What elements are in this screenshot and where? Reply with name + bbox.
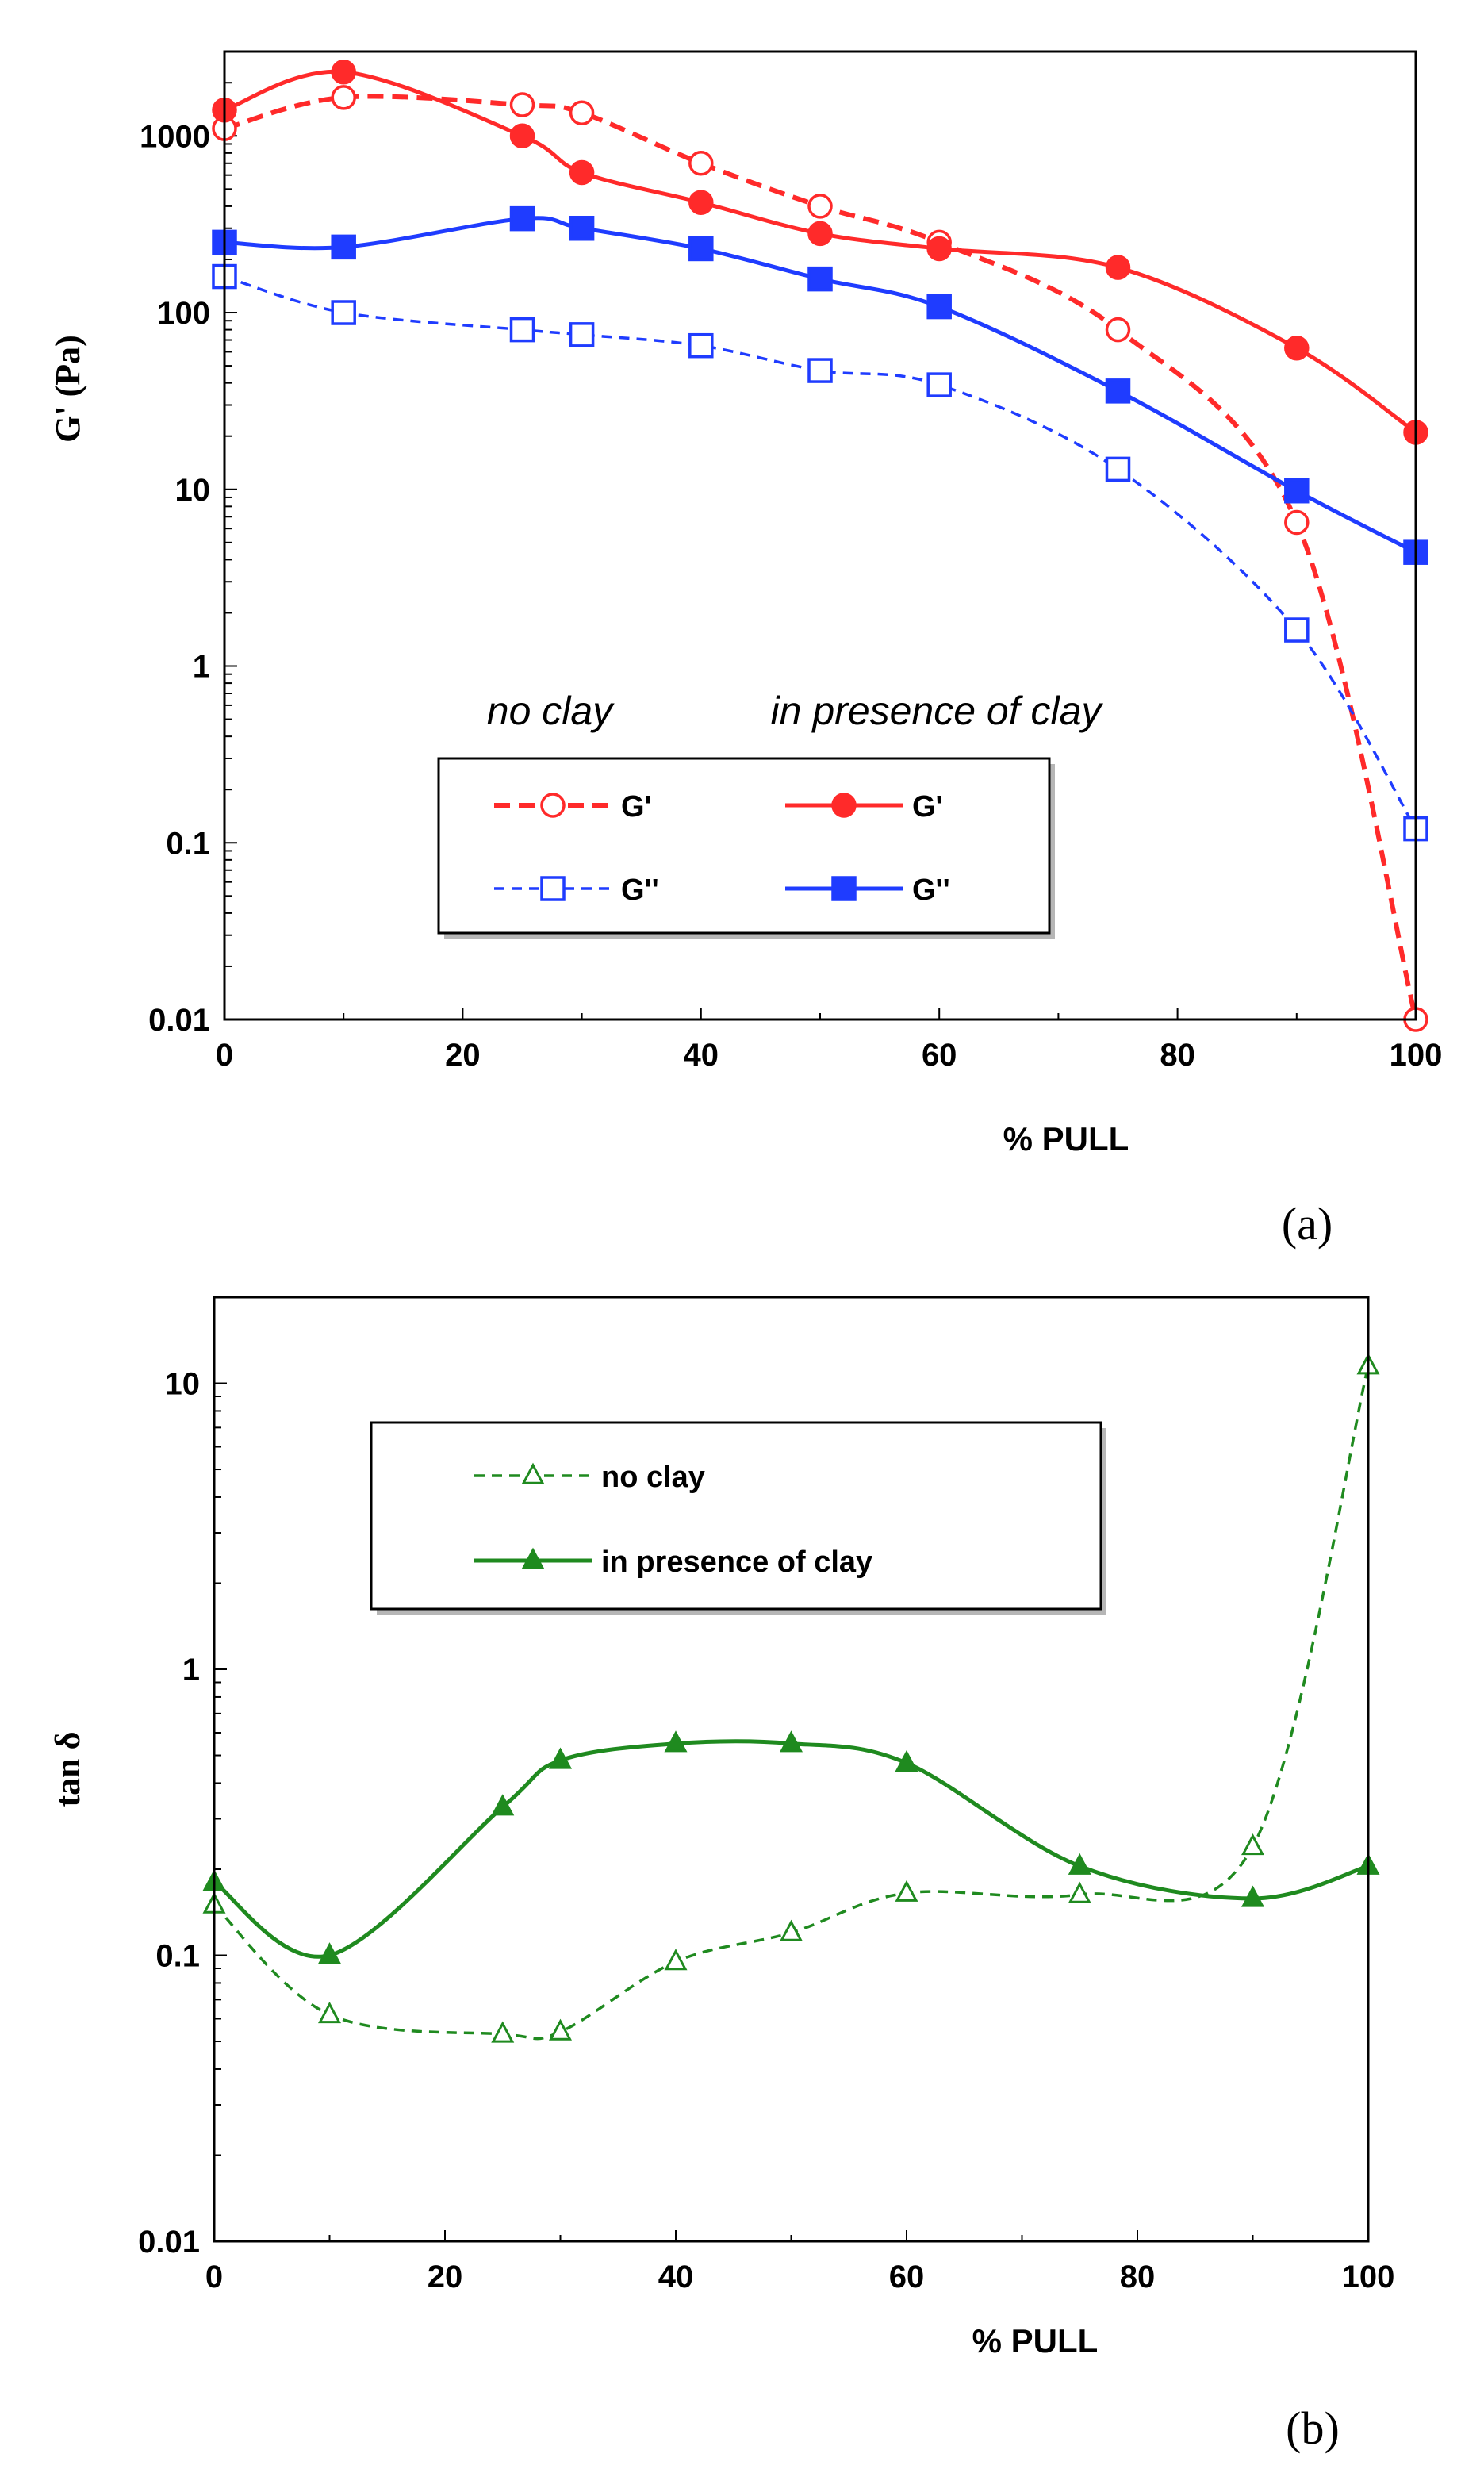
x-tick-label: 60 [922,1038,957,1073]
y-tick-label: 10 [175,473,211,508]
data-point [688,332,714,359]
data-point [548,1747,573,1769]
data-point [664,1949,688,1971]
y-tick-label: 10 [165,1367,201,1402]
data-point [688,236,714,262]
legend-marker [521,1547,545,1569]
data-point [895,1880,918,1902]
y-tick-label: 100 [157,296,210,331]
series-line [224,69,1417,435]
data-point [548,2018,573,2041]
data-point [509,205,535,232]
data-point [1284,509,1310,536]
x-tick-label: 0 [216,1038,233,1073]
data-point [1284,335,1310,361]
data-point [491,1794,515,1816]
x-tick-label: 80 [1120,2260,1156,2294]
data-point [331,85,356,110]
legend-box [370,1421,1102,1611]
chart-panel-a: 0 20 40 60 80 100 0.01 0.1 1 10 100 1000 % PULL G' (P… [48,50,1443,1250]
data-point [1241,1885,1265,1907]
data-point [807,194,833,219]
data-point [664,1730,688,1753]
legend-marker [521,1462,545,1484]
legend-marker [540,876,566,901]
data-point [926,372,952,397]
series-line [213,1739,1369,1959]
data-point [331,300,356,325]
y-axis-title: G' (Pa) [48,335,87,443]
data-point [807,266,833,292]
legend-box [437,757,1051,935]
data-point [317,2001,342,2024]
legend-label: G'' [621,874,659,907]
data-point [1241,1833,1265,1856]
y-tick-label: 0.01 [148,1003,210,1038]
data-point [569,100,595,125]
data-point [926,236,952,262]
panel-label: (b) [1286,2402,1340,2454]
legend-label: in presence of clay [601,1546,872,1579]
y-tick-label: 1000 [140,119,210,154]
chart-panel-b: 0 20 40 60 80 100 0.01 0.1 1 10 % PULL tan δ (b) no c… [48,1296,1395,2454]
data-point [1105,317,1131,343]
legend-marker [540,793,566,818]
x-tick-label: 100 [1342,2260,1395,2294]
data-point [1068,1853,1091,1875]
y-tick-label: 1 [193,650,210,685]
data-point [491,2021,515,2043]
x-tick-label: 0 [205,2260,223,2294]
x-axis-title: % PULL [972,2322,1099,2360]
legend-marker [831,876,857,901]
legend-header-clay: in presence of clay [771,689,1104,733]
x-tick-label: 40 [684,1038,719,1073]
y-axis-title: tan δ [48,1732,87,1807]
x-tick-label: 20 [428,2260,463,2294]
x-tick-label: 80 [1160,1038,1195,1073]
data-point [779,1919,803,1941]
y-tick-label: 0.1 [155,1939,200,1974]
legend-label: G'' [912,874,950,907]
data-point [688,190,714,215]
x-tick-label: 60 [889,2260,925,2294]
legend-header-no-clay: no clay [487,689,615,733]
data-point [926,294,952,320]
data-point [569,215,595,241]
x-tick-label: 40 [658,2260,694,2294]
data-point [1284,478,1310,504]
legend-label: no clay [601,1461,705,1494]
data-point [807,221,833,247]
data-point [509,92,535,117]
y-tick-label: 0.1 [166,826,210,861]
data-point [895,1749,918,1772]
legend-label: G' [621,790,652,824]
data-point [509,317,535,343]
panel-label: (a) [1282,1198,1333,1250]
data-point [1068,1881,1091,1903]
data-point [1284,617,1310,643]
data-point [779,1730,803,1753]
data-point [331,234,356,260]
data-point [1105,255,1131,280]
legend-label: G' [912,790,943,824]
x-axis-title: % PULL [1003,1120,1129,1158]
data-point [1105,378,1131,404]
plot-frame [223,50,1417,1021]
data-point [807,358,833,383]
series-line [224,216,1417,555]
x-tick-label: 20 [445,1038,481,1073]
x-tick-label: 100 [1390,1038,1443,1073]
data-point [569,322,595,347]
y-tick-label: 1 [182,1653,200,1688]
y-tick-label: 0.01 [138,2225,200,2260]
data-point [1105,456,1131,482]
data-point [688,151,714,176]
data-point [317,1942,342,1964]
data-point [569,159,595,186]
data-point [509,123,535,149]
plot-frame [213,1296,1370,2243]
legend-marker [831,793,857,818]
data-point [331,59,356,85]
